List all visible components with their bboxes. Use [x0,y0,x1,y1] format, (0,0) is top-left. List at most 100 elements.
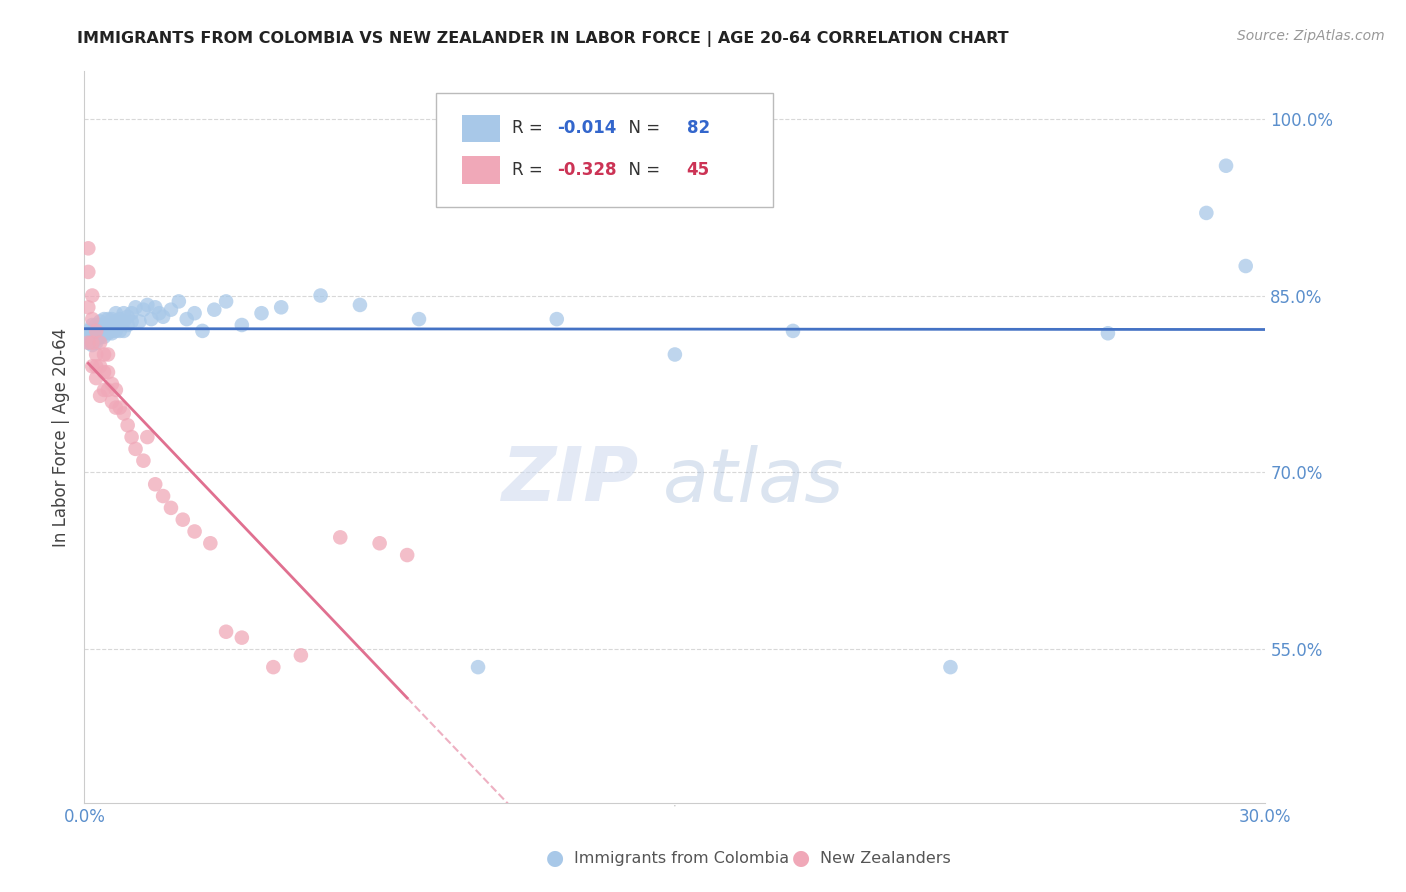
Point [270,301,292,315]
Point [112,306,135,320]
Point [84,371,107,385]
Point [141,312,163,326]
Point [93,318,115,332]
Point [97,324,120,338]
Point [152,489,174,503]
Point [215,624,238,639]
Point [82,324,104,338]
Point [329,530,352,544]
Point [82,359,104,374]
Point [84,326,107,341]
Point [136,430,159,444]
Text: -0.014: -0.014 [557,120,616,137]
Point [143,301,166,315]
Point [664,347,686,361]
Point [101,394,124,409]
Point [97,326,120,341]
Point [89,359,111,374]
Point [104,306,127,320]
Point [160,500,183,515]
Point [77,301,100,315]
Point [176,312,198,326]
Point [112,314,135,328]
Point [89,324,111,338]
Point [309,288,332,302]
Point [101,321,124,335]
Text: N =: N = [619,120,665,137]
Point [77,335,100,350]
Point [112,407,135,421]
Point [108,324,131,338]
Text: ●: ● [547,848,564,868]
Point [77,265,100,279]
Point [84,325,107,339]
Point [124,442,146,456]
Point [108,312,131,326]
Point [132,453,155,467]
Point [93,347,115,361]
Text: R =: R = [512,120,548,137]
Text: ZIP: ZIP [502,444,640,517]
Point [290,648,312,663]
Text: ●: ● [793,848,810,868]
Point [121,306,143,320]
Point [84,324,107,338]
Point [231,318,253,332]
Point [202,302,225,317]
FancyBboxPatch shape [463,156,501,184]
Point [408,312,430,326]
Point [262,660,284,674]
Text: -0.328: -0.328 [557,161,616,179]
Point [172,513,194,527]
Point [93,324,115,338]
Text: Source: ZipAtlas.com: Source: ZipAtlas.com [1237,29,1385,43]
Point [89,321,111,335]
Point [89,330,111,344]
Point [215,294,238,309]
Text: atlas: atlas [664,445,845,517]
Point [82,335,104,350]
Point [104,324,127,338]
Text: 45: 45 [686,161,710,179]
Point [101,318,124,332]
Point [84,332,107,346]
Point [82,326,104,341]
Point [82,330,104,344]
Point [939,660,962,674]
Point [782,324,804,338]
Point [101,376,124,391]
Point [104,383,127,397]
Point [117,418,139,433]
Y-axis label: In Labor Force | Age 20-64: In Labor Force | Age 20-64 [52,327,70,547]
Point [117,318,139,332]
FancyBboxPatch shape [436,94,773,207]
Text: Immigrants from Colombia: Immigrants from Colombia [574,851,789,865]
Point [124,301,146,315]
Point [101,326,124,341]
Point [89,326,111,341]
Point [1195,206,1218,220]
Point [104,401,127,415]
Point [349,298,371,312]
Text: New Zealanders: New Zealanders [820,851,950,865]
Point [121,314,143,328]
Point [191,324,214,338]
Point [84,318,107,332]
Point [93,365,115,379]
Point [368,536,391,550]
Point [104,314,127,328]
Point [101,312,124,326]
Point [117,310,139,324]
Point [143,477,166,491]
Point [93,312,115,326]
Point [467,660,489,674]
Point [82,338,104,352]
Point [108,401,131,415]
Text: IMMIGRANTS FROM COLOMBIA VS NEW ZEALANDER IN LABOR FORCE | AGE 20-64 CORRELATION: IMMIGRANTS FROM COLOMBIA VS NEW ZEALANDE… [77,31,1010,47]
Point [121,430,143,444]
Point [84,335,107,350]
Point [97,383,120,397]
Point [93,383,115,397]
Point [97,318,120,332]
Point [93,330,115,344]
